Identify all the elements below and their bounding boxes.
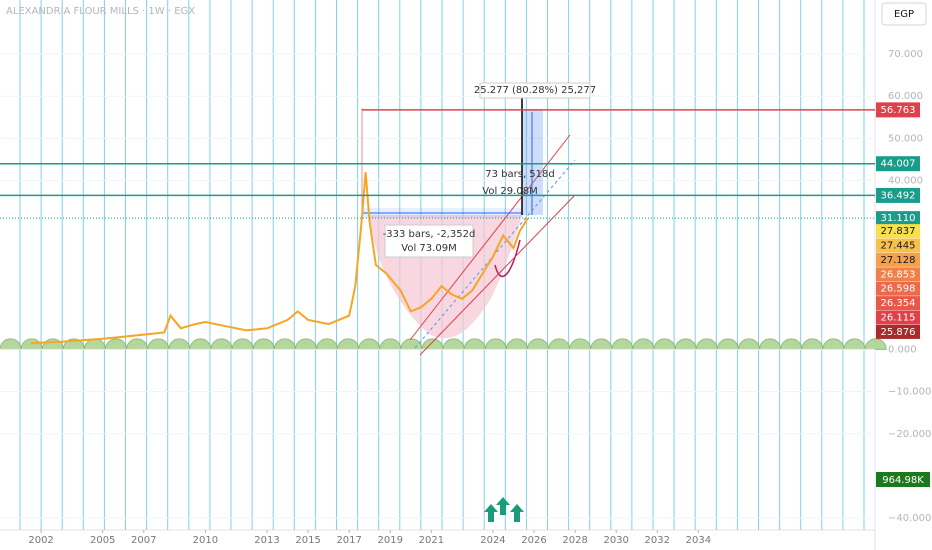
x-tick-label: 2005	[90, 535, 115, 546]
price-tag: 26.354	[881, 298, 916, 309]
currency-button[interactable]	[881, 2, 927, 26]
price-tag: 25.876	[881, 327, 916, 338]
price-tag-bg	[876, 211, 920, 226]
level-tag: 56.763	[881, 105, 916, 116]
annotation: 25.277 (80.28%) 25,277	[474, 85, 596, 96]
y-tick-label: 40.000	[888, 176, 923, 187]
currency-label[interactable]: EGP	[894, 9, 914, 20]
annotation: Vol 29.08M	[482, 186, 537, 197]
price-tag: 27.445	[881, 241, 916, 252]
price-tag: 26.853	[881, 269, 916, 280]
price-tag-bg	[876, 224, 920, 239]
level-tag-bg	[876, 102, 920, 118]
level-tag: 44.007	[881, 159, 916, 170]
x-tick-label: 2028	[562, 535, 587, 546]
grid	[0, 53, 875, 533]
x-tick-label: 2034	[686, 535, 711, 546]
price-tag-bg	[876, 238, 920, 253]
price-tag-bg	[876, 281, 920, 296]
x-tick-label: 2026	[521, 535, 546, 546]
price-tag: 31.110	[881, 213, 916, 224]
arrow-icon	[510, 504, 524, 522]
y-tick-label: −20.000	[888, 429, 931, 440]
y-tick-label: 60.000	[888, 91, 923, 102]
price-tag-bg	[876, 296, 920, 311]
channel-mid	[414, 159, 576, 349]
arrow-icon	[496, 497, 510, 515]
y-tick-label: 70.000	[888, 49, 923, 60]
volume-tag-bg	[876, 472, 930, 487]
handle-curve	[494, 239, 521, 278]
annotation-box	[384, 224, 474, 258]
y-tick-label: 0.000	[888, 344, 917, 355]
x-tick-label: 2010	[193, 535, 218, 546]
x-tick-label: 2030	[603, 535, 628, 546]
symbol-title: ALEXANDRIA FLOUR MILLS · 1W · EGX	[6, 6, 195, 17]
annotation: 73 bars, 518d	[485, 169, 555, 180]
arrows	[484, 497, 524, 522]
annotation: Vol 73.09M	[401, 243, 456, 254]
price-scale: 70.000 60.000 50.000 40.000 0.000 −10.000 −20.…	[876, 49, 931, 524]
annotation: -333 bars, -2,352d	[383, 229, 476, 240]
price-tag-bg	[876, 324, 920, 339]
price-tag: 27.128	[881, 255, 916, 266]
zero-bumps	[0, 338, 887, 350]
channel-lower	[419, 194, 576, 356]
level-tag-bg	[876, 187, 920, 203]
price-tag-bg	[876, 310, 920, 325]
x-tick-label: 2021	[419, 535, 444, 546]
price-tag: 27.837	[881, 226, 916, 237]
level-tag: 36.492	[881, 190, 916, 201]
price-tag: 26.115	[881, 313, 916, 324]
x-tick-label: 2024	[480, 535, 505, 546]
arrow-icon	[484, 504, 498, 522]
annotation-box	[479, 82, 591, 99]
price-tag-bg	[876, 267, 920, 282]
plot	[30, 172, 529, 345]
cycle-bump	[864, 338, 887, 350]
x-tick-label: 2019	[378, 535, 403, 546]
price-line	[30, 172, 529, 345]
x-tick-label: 2013	[254, 535, 279, 546]
volume-tag: 964.98K	[882, 475, 924, 486]
x-tick-label: 2002	[28, 535, 53, 546]
x-tick-label: 2017	[336, 535, 361, 546]
x-tick-label: 2007	[131, 535, 156, 546]
price-tag-bg	[876, 252, 920, 267]
y-tick-label: 50.000	[888, 133, 923, 144]
channel-upper	[409, 134, 571, 341]
x-tick-label: 2032	[645, 535, 670, 546]
y-tick-label: −40.000	[888, 513, 931, 524]
level-tag-bg	[876, 156, 920, 172]
x-tick-label: 2015	[295, 535, 320, 546]
y-tick-label: −10.000	[888, 387, 931, 398]
price-tag: 26.598	[881, 284, 916, 295]
